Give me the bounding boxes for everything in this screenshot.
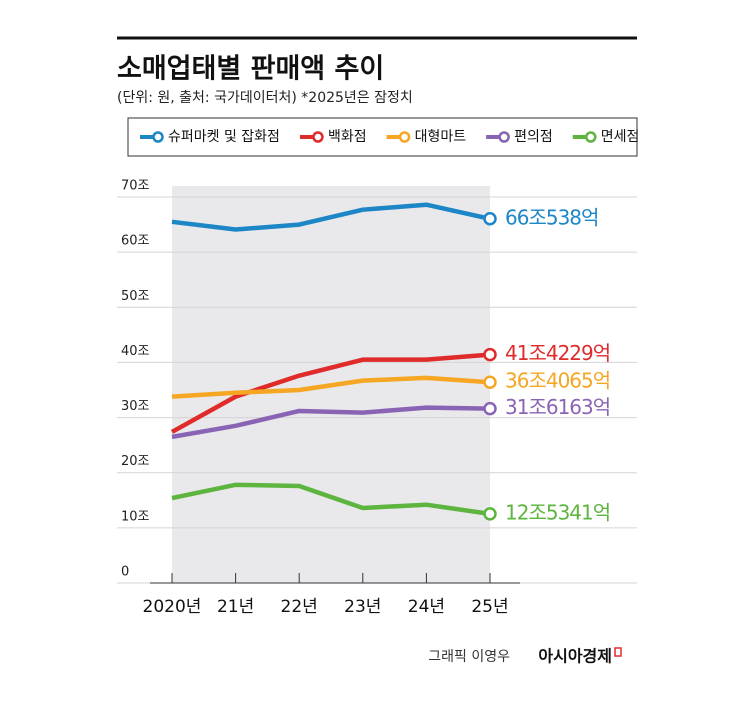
y-tick-label: 70조: [121, 179, 150, 194]
x-tick-label: 22년: [281, 597, 318, 617]
series-line: [171, 405, 491, 440]
chart-subtitle: (단위: 원, 출처: 국가데이터처) *2025년은 잠정치: [117, 90, 413, 106]
legend-item: [572, 131, 597, 143]
value-label: 66조538억: [505, 205, 598, 229]
y-tick-label: 60조: [121, 234, 150, 249]
end-marker: [483, 507, 497, 521]
end-marker: [483, 212, 497, 226]
legend-item: [386, 131, 411, 143]
credit: 그래픽 이영우: [428, 649, 510, 665]
value-label: 12조5341억: [505, 500, 610, 524]
legend-marker: [585, 131, 597, 143]
legend-label: 슈퍼마켓 및 잡화점: [168, 129, 280, 145]
legend-item: [299, 131, 324, 143]
legend-marker: [312, 131, 324, 143]
publisher: 아시아경제: [538, 647, 612, 666]
x-tick-label: 24년: [408, 597, 445, 617]
y-tick-label: 20조: [121, 454, 150, 469]
y-tick-label: 10조: [121, 509, 150, 524]
series-line: [171, 482, 491, 517]
x-tick-label: 2020년: [143, 597, 202, 617]
value-label: 31조6163억: [505, 395, 610, 419]
y-tick-label: 40조: [121, 344, 150, 359]
value-label: 36조4065억: [505, 369, 610, 393]
x-tick-label: 21년: [217, 597, 254, 617]
end-marker: [483, 401, 497, 416]
legend-marker: [498, 131, 510, 143]
legend-item: [486, 131, 510, 143]
series-line: [170, 352, 491, 434]
y-tick-label: 30조: [121, 399, 150, 414]
publisher-logo: [614, 647, 622, 657]
legend-label: 편의점: [514, 129, 553, 145]
legend-box: [127, 117, 638, 157]
x-tick-label: 25년: [471, 597, 508, 617]
end-marker: [483, 375, 497, 389]
chart-title: 소매업태별 판매액 추이: [117, 54, 384, 85]
legend-label: 백화점: [328, 129, 367, 145]
y-tick-label: 50조: [121, 289, 150, 304]
value-label: 41조4229억: [505, 341, 610, 365]
series-line: [171, 202, 491, 232]
legend-label: 대형마트: [415, 129, 467, 145]
y-tick-label: 0: [121, 565, 129, 580]
legend-marker: [152, 131, 164, 143]
x-tick-label: 23년: [344, 597, 381, 617]
end-marker: [483, 347, 497, 362]
legend-item: [140, 131, 164, 143]
legend-marker: [398, 131, 411, 143]
legend-label: 면세점: [601, 129, 640, 145]
series-line: [171, 375, 491, 399]
